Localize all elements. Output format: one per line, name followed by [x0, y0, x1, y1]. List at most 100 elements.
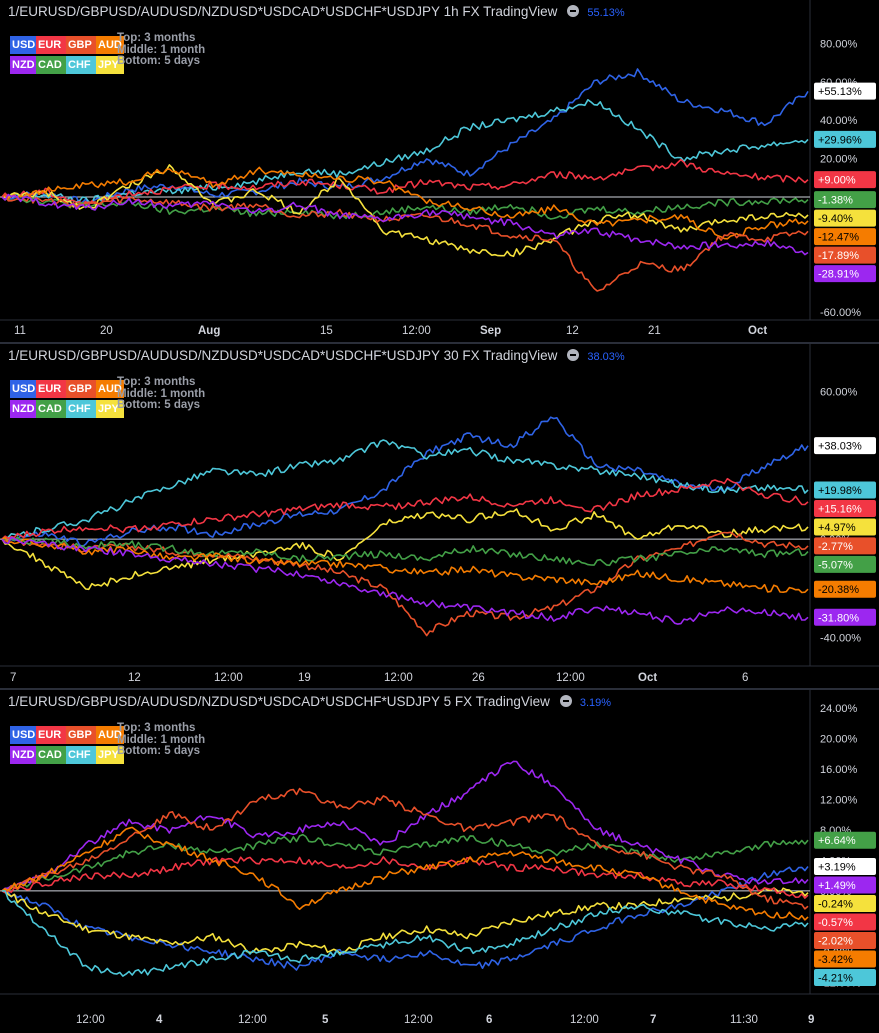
symbol-title: 1/EURUSD/GBPUSD/AUDUSD/NZDUSD*USDCAD*USD… — [8, 694, 550, 709]
value-tag-aud: -20.38% — [814, 580, 876, 598]
y-tick-label: 80.00% — [820, 38, 858, 50]
value-tag-text: +15.16% — [818, 504, 862, 516]
value-tag-jpy: +4.97% — [814, 518, 876, 536]
series-line-chf — [2, 890, 809, 977]
legend-chip-aud: AUD — [96, 726, 124, 744]
series-line-eur — [1, 477, 809, 540]
symbol-title: 1/EURUSD/GBPUSD/AUDUSD/NZDUSD*USDCAD*USD… — [8, 4, 558, 19]
chart-panel-2[interactable]: 60.00%40.00%20.00%0.00%-20.00%-40.00%+38… — [0, 344, 879, 688]
collapse-icon[interactable] — [559, 695, 572, 707]
change-value: 3.19% — [579, 697, 612, 709]
legend-chip-cad: CAD — [36, 400, 66, 418]
legend-chip-gbp: GBP — [66, 380, 96, 398]
legend-chip-usd: USD — [10, 36, 36, 54]
value-tag-eur: +9.00% — [814, 171, 876, 189]
chart-header-1: 1/EURUSD/GBPUSD/AUDUSD/NZDUSD*USDCAD*USD… — [8, 4, 625, 19]
value-tag-text: -2.77% — [818, 541, 853, 553]
value-tag-usd: +55.13% — [814, 82, 876, 100]
legend-chip-aud: AUD — [96, 380, 124, 398]
x-tick-label: 12:00 — [404, 1014, 433, 1026]
legend-chip-usd: USD — [10, 380, 36, 398]
x-tick-label: 6 — [486, 1014, 492, 1026]
x-tick-label: 12:00 — [570, 1014, 599, 1026]
panel-divider[interactable] — [0, 342, 879, 344]
legend-chip-cad: CAD — [36, 746, 66, 764]
x-tick-label: 26 — [472, 672, 485, 684]
collapse-icon[interactable] — [567, 349, 580, 361]
x-tick-label: 9 — [808, 1014, 814, 1026]
value-tag-text: +6.64% — [818, 835, 856, 847]
series-line-nzd — [1, 760, 809, 892]
y-tick-label: 12.00% — [820, 794, 858, 806]
series-line-nzd — [1, 536, 809, 625]
value-tag-eur: +15.16% — [814, 500, 876, 518]
y-tick-label: 40.00% — [820, 115, 858, 127]
y-tick-label: 24.00% — [820, 703, 858, 715]
series-line-aud — [1, 826, 809, 921]
chart-panel-3[interactable]: 24.00%20.00%16.00%12.00%8.00%4.00%0.00%-… — [0, 690, 879, 1033]
legend-row: USD EUR GBP AUD — [10, 36, 124, 54]
collapse-icon[interactable] — [567, 5, 580, 17]
x-tick-label: 11:30 — [730, 1014, 758, 1026]
value-tag-text: -17.89% — [818, 250, 859, 262]
value-tag-text: -0.24% — [818, 899, 853, 911]
legend-row: USD EUR GBP AUD — [10, 380, 124, 398]
series-line-eur — [1, 158, 809, 206]
chart-plot-3: 24.00%20.00%16.00%12.00%8.00%4.00%0.00%-… — [0, 690, 879, 1026]
value-tag-aud: -12.47% — [814, 228, 876, 246]
value-tag-text: +29.96% — [818, 134, 862, 146]
series-line-jpy — [1, 887, 809, 954]
value-tag-text: -5.07% — [818, 559, 853, 571]
value-tag-text: -2.02% — [818, 936, 853, 948]
value-tag-chf: +29.96% — [814, 130, 876, 148]
legend-chip-gbp: GBP — [66, 726, 96, 744]
y-tick-label: 20.00% — [820, 733, 858, 745]
value-tag-chf: -4.21% — [814, 969, 876, 987]
legend-chip-eur: EUR — [36, 726, 66, 744]
currency-legend: USD EUR GBP AUD NZD CAD CHF JPY — [10, 36, 124, 76]
series-line-cad — [1, 833, 809, 893]
legend-row: USD EUR GBP AUD — [10, 726, 124, 744]
currency-legend: USD EUR GBP AUD NZD CAD CHF JPY — [10, 726, 124, 766]
legend-chip-cad: CAD — [36, 56, 66, 74]
legend-chip-chf: CHF — [66, 400, 96, 418]
currency-legend: USD EUR GBP AUD NZD CAD CHF JPY — [10, 380, 124, 420]
series-line-gbp — [1, 787, 809, 910]
legend-chip-usd: USD — [10, 726, 36, 744]
legend-chip-chf: CHF — [66, 746, 96, 764]
panel-divider[interactable] — [0, 688, 879, 690]
chart-header-3: 1/EURUSD/GBPUSD/AUDUSD/NZDUSD*USDCAD*USD… — [8, 694, 611, 709]
x-tick-label: Oct — [638, 672, 657, 684]
x-tick-label: 12 — [128, 672, 141, 684]
series-line-jpy — [1, 164, 809, 258]
value-tag-gbp: -17.89% — [814, 246, 876, 264]
value-tag-text: +3.19% — [818, 862, 856, 874]
x-tick-label: 11 — [14, 325, 26, 337]
chart-panel-1[interactable]: 80.00%60.00%40.00%20.00%0.00%-20.00%-40.… — [0, 0, 879, 342]
x-tick-label: 20 — [100, 325, 113, 337]
series-line-gbp — [1, 193, 809, 292]
legend-row: NZD CAD CHF JPY — [10, 400, 124, 418]
series-line-usd — [1, 866, 809, 971]
series-line-cad — [1, 196, 809, 220]
timeframe-notes: Top: 3 months Middle: 1 month Bottom: 5 … — [117, 32, 206, 67]
legend-chip-eur: EUR — [36, 36, 66, 54]
y-tick-label: 20.00% — [820, 154, 858, 166]
value-tag-chf: +19.98% — [814, 481, 876, 499]
change-value: 55.13% — [587, 7, 625, 19]
value-tag-aud: -3.42% — [814, 950, 876, 968]
legend-row: NZD CAD CHF JPY — [10, 746, 124, 764]
series-line-nzd — [1, 193, 809, 256]
legend-chip-jpy: JPY — [96, 400, 124, 418]
timeframe-notes: Top: 3 months Middle: 1 month Bottom: 5 … — [117, 376, 206, 411]
x-tick-label: 12:00 — [556, 672, 585, 684]
value-tag-text: -20.38% — [818, 584, 859, 596]
series-line-cad — [1, 536, 809, 567]
value-tag-jpy: -9.40% — [814, 209, 876, 227]
value-tag-text: -12.47% — [818, 232, 859, 244]
chart-plot-1: 80.00%60.00%40.00%20.00%0.00%-20.00%-40.… — [0, 0, 879, 337]
legend-chip-nzd: NZD — [10, 400, 36, 418]
series-line-gbp — [1, 531, 809, 637]
x-tick-label: Sep — [480, 325, 501, 337]
x-tick-label: 5 — [322, 1014, 329, 1026]
